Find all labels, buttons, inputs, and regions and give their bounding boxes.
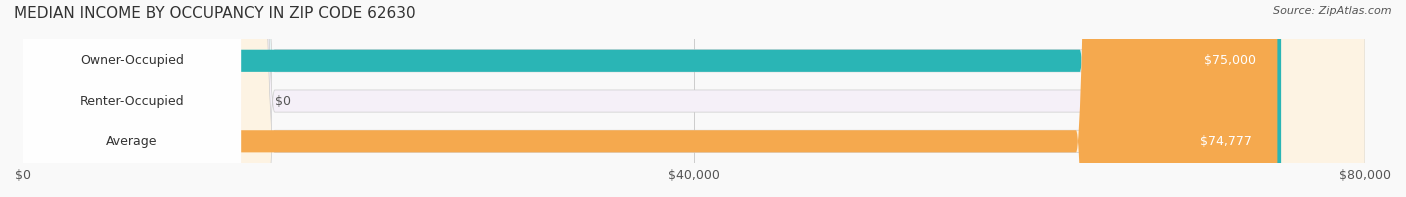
FancyBboxPatch shape [22,0,1365,197]
FancyBboxPatch shape [22,0,1281,197]
Text: $75,000: $75,000 [1204,54,1256,67]
Text: $74,777: $74,777 [1201,135,1253,148]
FancyBboxPatch shape [22,0,240,197]
Text: $0: $0 [274,95,291,108]
Text: Average: Average [107,135,157,148]
Text: Source: ZipAtlas.com: Source: ZipAtlas.com [1274,6,1392,16]
FancyBboxPatch shape [22,0,1365,197]
Text: MEDIAN INCOME BY OCCUPANCY IN ZIP CODE 62630: MEDIAN INCOME BY OCCUPANCY IN ZIP CODE 6… [14,6,416,21]
Text: Owner-Occupied: Owner-Occupied [80,54,184,67]
FancyBboxPatch shape [22,0,240,197]
FancyBboxPatch shape [22,0,1365,197]
Text: Renter-Occupied: Renter-Occupied [80,95,184,108]
FancyBboxPatch shape [22,0,240,197]
FancyBboxPatch shape [22,0,1278,197]
